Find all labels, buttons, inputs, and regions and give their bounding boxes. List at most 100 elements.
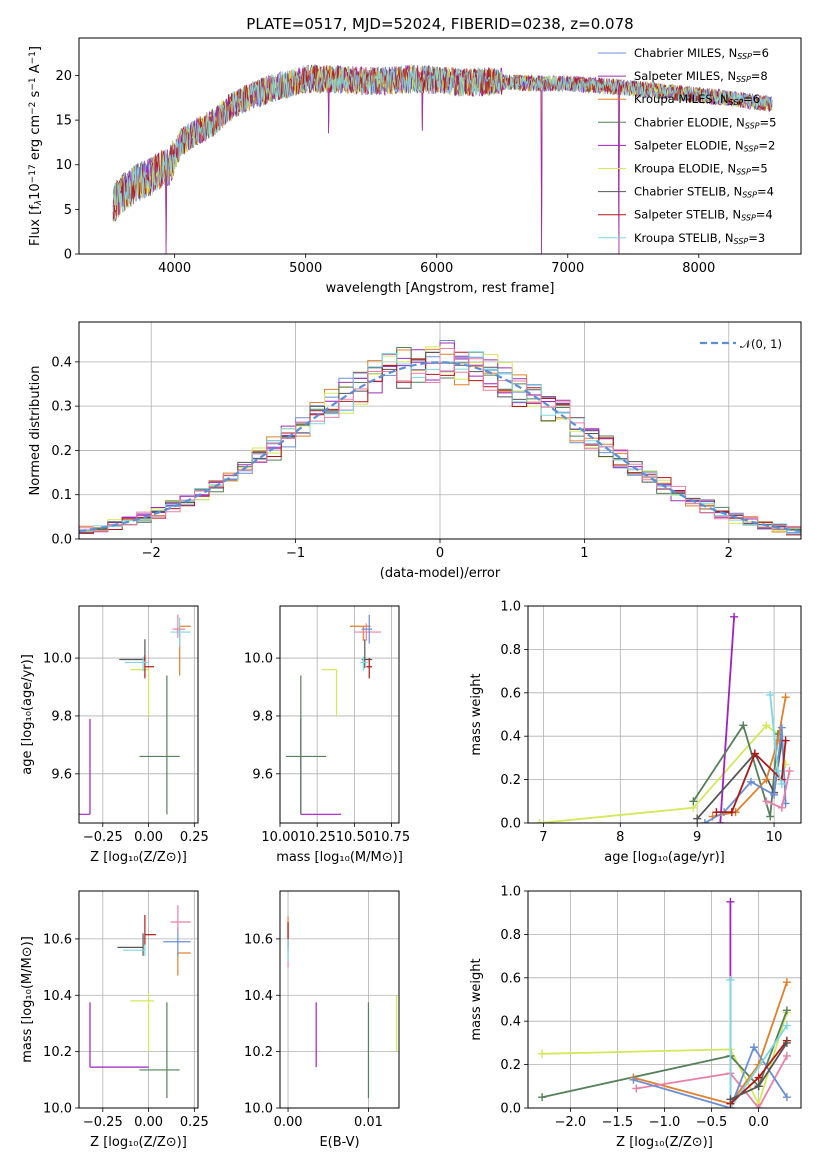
y-axis-label-part: erg cm [28,115,43,164]
plus-marker [782,1093,791,1102]
legend-entry-part: SSP [741,214,756,223]
mass-weight-line [729,980,788,1108]
plus-marker [782,1038,791,1047]
plus-marker [777,779,786,788]
x-tick-label: −1.5 [602,1115,634,1130]
x-tick-label: 10.75 [373,830,410,845]
x-tick-label: 0.25 [180,1115,209,1130]
legend-entry-part: Salpeter MILES, N [634,69,736,83]
x-axis-label: Z [log₁₀(Z/Z⊙)] [90,850,187,865]
y-tick-label: 0.1 [51,488,72,503]
plus-marker [749,1043,758,1052]
x-tick-label: −2 [142,546,161,561]
y-axis-label-part: −17 [28,164,38,183]
y-axis-label-part: A [28,64,43,77]
y-axis-label-part: 10 [28,183,43,200]
x-tick-label: 8 [616,830,624,845]
plus-marker [754,1082,763,1091]
spectrum-panel: 4000 5000 6000 7000 8000 0 5 10 15 20 wavelength [… [28,37,802,296]
y-tick-label: 9.8 [51,709,72,724]
plus-marker [762,775,771,784]
y-tick-label: 0.2 [51,444,72,459]
x-tick-label: 2 [725,546,733,561]
plus-marker [770,790,779,799]
mass-weight-line [692,723,779,817]
histogram-step-line [79,348,801,533]
normal-reference-curve [78,361,802,533]
mass-weight-line [719,616,735,823]
x-axis-label: E(B-V) [319,1135,359,1150]
legend-entry-part: SSP [742,191,757,200]
x-axis-label: Z [log₁₀(Z/Z⊙)] [90,1135,187,1150]
x-tick-label: −1.0 [649,1115,681,1130]
plus-marker [762,721,771,730]
plus-marker [762,797,771,806]
y-tick-label: 0.6 [500,971,521,986]
plus-marker [629,1075,638,1084]
plus-marker [754,1073,763,1082]
plus-marker [693,814,702,823]
y-tick-label: 9.6 [51,767,72,782]
errorbar-points [287,916,398,1099]
plus-marker [726,975,735,984]
y-axis-label: mass weight [469,958,484,1040]
legend-entry-part: Kroupa ELODIE, N [634,162,736,176]
plus-marker [727,808,736,817]
mass-weight-series [535,612,794,823]
x-axis-label: Z [log₁₀(Z/Z⊙)] [616,1135,713,1150]
legend-entry-part: SSP [729,98,744,107]
y-tick-label: 0.0 [51,533,72,548]
x-tick-label: 1 [580,546,588,561]
legend-entry: 𝒩(0, 1) [740,337,782,351]
mass-weight-vs-metallicity-panel: −2.0 −1.5 −1.0 −0.5 0.0 0.0 0.2 0.4 0.6 0.8 1.0 Z [… [469,885,802,1150]
plus-marker [782,978,791,987]
y-tick-label: 0.4 [500,1015,521,1030]
legend-entry-part: =4 [757,185,774,199]
plus-marker [777,723,786,732]
y-tick-label: 10.0 [244,1102,273,1117]
x-tick-label: 0 [436,546,444,561]
y-tick-label: 0 [64,248,72,263]
plus-marker [754,1104,763,1108]
legend-entry-part: =2 [758,138,775,152]
y-axis-label: mass [log₁₀(M/M⊙)] [20,936,35,1063]
y-tick-label: 10.2 [244,1045,273,1060]
errorbar-points [285,614,382,815]
plot-frame [279,890,400,1109]
mass-vs-metallicity-panel: −0.25 0.00 0.25 10.0 10.2 10.4 10.6 Z [log₁₀(Z/… [20,890,209,1150]
figure-title: PLATE=0517, MJD=52024, FIBERID=0238, z=0… [246,15,633,33]
legend-entry: Chabrier STELIB, NSSP=4 [634,185,774,200]
legend-entry-part: SSP [734,237,749,246]
y-axis-label: Normed distribution [28,366,43,496]
y-tick-label: 10.0 [43,1102,72,1117]
x-tick-label: 10.50 [336,830,373,845]
plot-frame [78,37,802,255]
y-tick-label: 0.4 [500,730,521,745]
y-tick-label: 0.0 [500,1102,521,1117]
legend-entry-part: =5 [760,115,777,129]
x-axis-label: (data-model)/error [380,566,501,581]
x-tick-label: 7000 [551,261,584,276]
plus-marker [689,797,698,806]
plus-marker [747,777,756,786]
plus-marker [782,1051,791,1060]
y-tick-label: 1.0 [500,885,521,900]
x-tick-label: 0.0 [748,1115,769,1130]
spectrum-lines [112,63,773,254]
plus-marker [750,749,759,758]
legend-entry: Kroupa MILES, NSSP=6 [634,92,760,107]
y-tick-label: 10.6 [43,932,72,947]
legend-entry-part: =3 [748,231,765,245]
y-tick-label: 20 [55,69,72,84]
legend-entry-part: =6 [743,92,760,106]
legend-entry-part: SSP [745,121,760,130]
x-axis-label: wavelength [Angstrom, rest frame] [326,281,555,296]
age-vs-mass-panel: 10.00 10.25 10.50 10.75 9.6 9.8 10.0 mass [log₁… [244,605,410,865]
plus-marker [773,766,782,775]
legend-entry-part: Salpeter STELIB, N [634,208,741,222]
x-tick-label: −1 [286,546,305,561]
legend-entry: Salpeter ELODIE, NSSP=2 [634,138,775,153]
legend-entry-part: Kroupa STELIB, N [634,231,734,245]
legend-entry: Kroupa ELODIE, NSSP=5 [634,162,768,177]
